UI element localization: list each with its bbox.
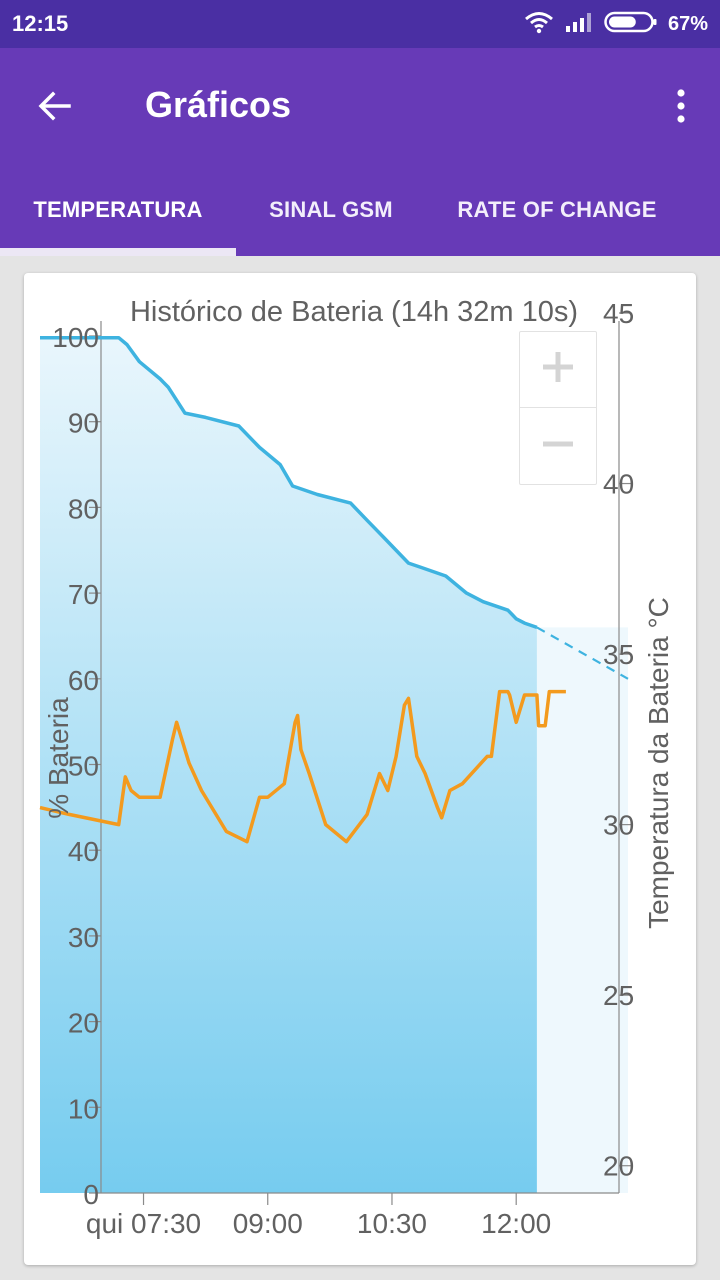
chart-card: 0 10 20 30 40 50 60 70 80 90 100 20 25 30 35 40 45 qui 07… <box>24 273 696 1265</box>
chart-title: Histórico de Bateria (14h 32m 10s) <box>130 296 578 328</box>
back-button[interactable] <box>28 82 80 134</box>
tab-rate-of-change[interactable]: RATE OF CHANGE <box>457 197 657 222</box>
x-tick-label: 12:00 <box>481 1208 551 1239</box>
left-tick-label: 60 <box>68 665 99 696</box>
status-icons: 67% <box>524 9 708 39</box>
left-tick-label: 40 <box>68 836 99 867</box>
left-tick-label: 90 <box>68 408 99 439</box>
page-title: Gráficos <box>145 84 292 125</box>
tab-bar: TEMPERATURA SINAL GSM RATE OF CHANGE <box>0 164 720 256</box>
x-tick-label: qui 07:30 <box>86 1208 201 1239</box>
left-tick-label: 0 <box>83 1179 99 1210</box>
left-tick-label: 80 <box>68 493 99 524</box>
left-axis-title: % Bateria <box>43 697 74 819</box>
battery-line <box>40 335 538 630</box>
projection-area <box>536 627 628 1193</box>
tab-indicator <box>0 248 236 256</box>
temperature-line <box>39 689 566 844</box>
overflow-menu-button[interactable] <box>666 82 696 134</box>
tab-sinal-gsm[interactable]: SINAL GSM <box>269 197 393 222</box>
x-tick-label: 10:30 <box>357 1208 427 1239</box>
battery-percent: 67% <box>667 12 708 35</box>
plus-icon <box>540 349 576 390</box>
left-tick-label: 70 <box>68 579 99 610</box>
tab-temperatura[interactable]: TEMPERATURA <box>33 197 203 222</box>
left-tick-label: 10 <box>68 1093 99 1124</box>
x-tick-label: 09:00 <box>233 1208 303 1239</box>
left-tick-label: 100 <box>52 322 99 353</box>
left-tick-label: 30 <box>68 922 99 953</box>
right-axis-title: Temperatura da Bateria °C <box>643 597 674 929</box>
wifi-icon <box>524 10 554 39</box>
battery-projection-line <box>536 626 629 680</box>
arrow-back-icon <box>36 88 72 129</box>
status-bar: 12:15 67% <box>0 0 720 48</box>
battery-history-chart[interactable]: 0 10 20 30 40 50 60 70 80 90 100 20 25 30 35 40 45 qui 07… <box>24 273 696 1265</box>
right-tick-label: 40 <box>603 469 634 500</box>
zoom-in-button[interactable] <box>520 332 596 408</box>
app-bar: Gráficos <box>0 48 720 164</box>
left-tick-label: 20 <box>68 1008 99 1039</box>
cellular-signal-icon <box>564 11 594 38</box>
more-vert-icon <box>676 88 686 129</box>
battery-icon <box>604 10 658 39</box>
zoom-controls <box>519 331 597 485</box>
right-tick-label: 45 <box>603 298 634 329</box>
right-tick-label: 35 <box>603 639 634 670</box>
minus-icon <box>540 426 576 467</box>
right-tick-label: 20 <box>603 1151 634 1182</box>
status-time: 12:15 <box>12 11 69 36</box>
right-tick-label: 25 <box>603 980 634 1011</box>
left-tick-label: 50 <box>68 751 99 782</box>
zoom-out-button[interactable] <box>520 408 596 484</box>
right-tick-label: 30 <box>603 810 634 841</box>
